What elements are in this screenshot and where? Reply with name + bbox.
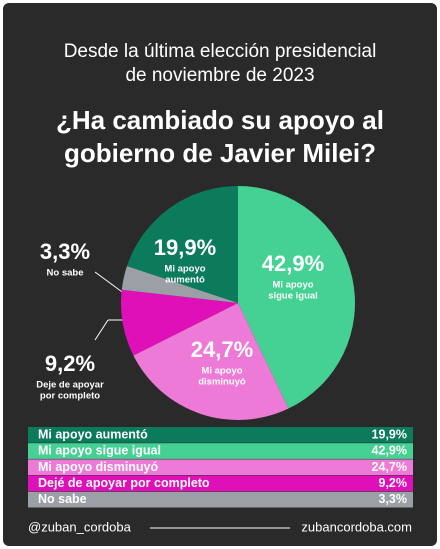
slice-value-label: 9,2% bbox=[45, 351, 95, 376]
leader-line bbox=[94, 319, 109, 341]
slice-label: Deje de apoyar bbox=[36, 380, 104, 391]
slice-value-label: 42,9% bbox=[262, 251, 324, 276]
legend-label: Mi apoyo sigue igual bbox=[38, 444, 161, 458]
legend-value: 42,9% bbox=[372, 444, 407, 458]
legend-row bbox=[28, 459, 413, 476]
title-line: de noviembre de 2023 bbox=[125, 65, 314, 86]
subtitle-line: ¿Ha cambiado su apoyo al bbox=[56, 105, 384, 135]
legend-row bbox=[28, 491, 413, 508]
pie-slice bbox=[126, 186, 238, 303]
legend-label: Mi apoyo aumentó bbox=[38, 427, 148, 441]
legend-value: 24,7% bbox=[372, 460, 407, 474]
slice-label: Mi apoyo bbox=[272, 280, 313, 291]
slice-label: disminuyó bbox=[198, 377, 246, 388]
pie-slice bbox=[121, 266, 238, 303]
legend-value: 9,2% bbox=[379, 476, 408, 490]
legend-label: Dejé de apoyar por completo bbox=[38, 476, 210, 490]
legend-row bbox=[28, 427, 413, 443]
slice-label: Mi apoyo bbox=[201, 366, 242, 377]
pie-slice bbox=[238, 186, 356, 409]
slice-label: No sabe bbox=[47, 268, 84, 279]
slice-value-label: 3,3% bbox=[40, 239, 90, 264]
legend-value: 19,9% bbox=[372, 427, 407, 441]
pie-slice bbox=[121, 289, 238, 356]
legend-label: No sabe bbox=[38, 492, 87, 506]
pie-slice bbox=[133, 303, 289, 420]
subtitle-line: gobierno de Javier Milei? bbox=[64, 138, 376, 168]
slice-label: Mi apoyo bbox=[164, 264, 205, 275]
slice-value-label: 24,7% bbox=[191, 337, 253, 362]
footer-site: zubancordoba.com bbox=[301, 519, 412, 534]
slice-label: sigue igual bbox=[268, 291, 318, 302]
title-line: Desde la última elección presidencial bbox=[64, 41, 377, 62]
legend-label: Mi apoyo disminuyó bbox=[38, 460, 159, 474]
legend-row bbox=[28, 443, 413, 459]
legend-row bbox=[28, 475, 413, 492]
slice-label: por completo bbox=[40, 391, 100, 402]
footer-handle: @zuban_cordoba bbox=[28, 519, 132, 534]
legend-value: 3,3% bbox=[379, 492, 408, 506]
slice-value-label: 19,9% bbox=[154, 235, 216, 260]
slice-label: aumentó bbox=[165, 275, 205, 286]
